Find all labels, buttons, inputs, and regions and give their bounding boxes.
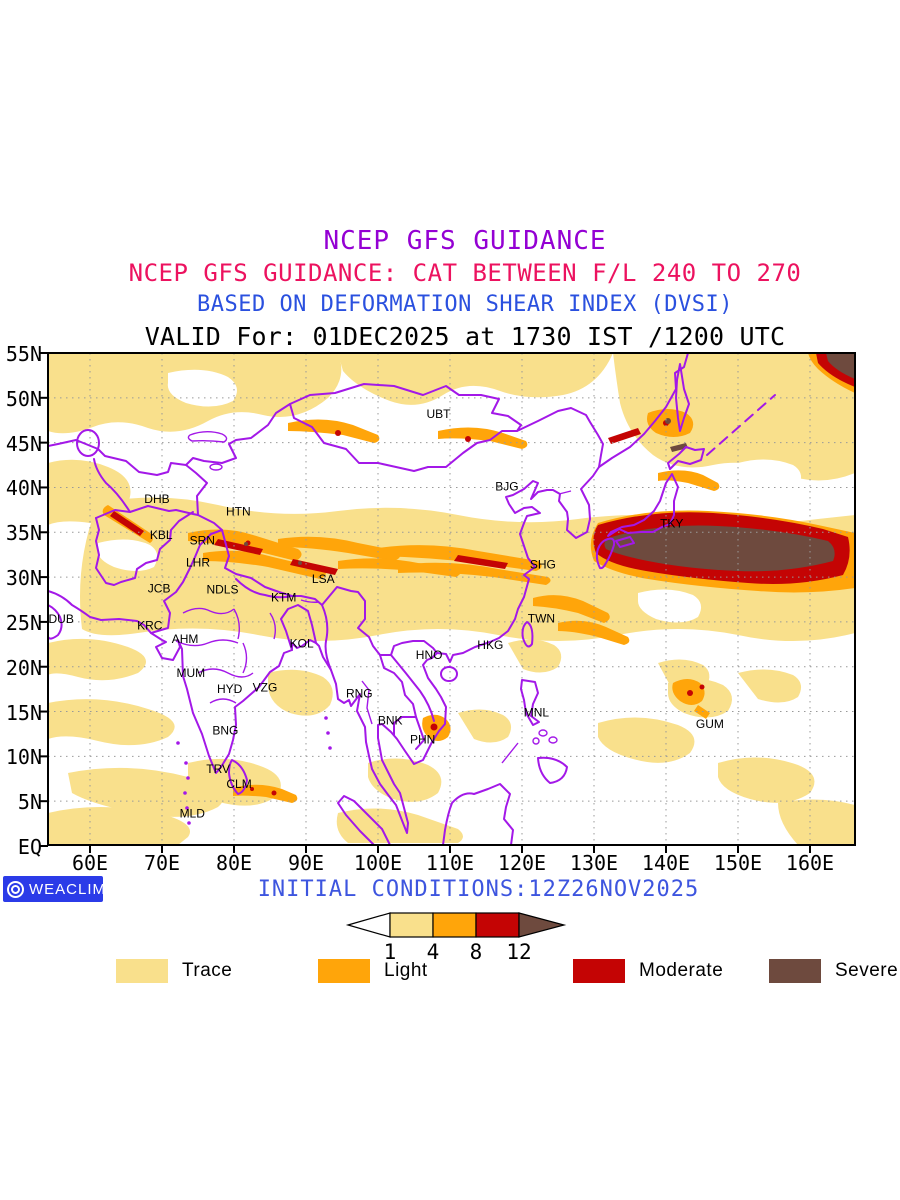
copyright-circle-icon <box>7 881 24 898</box>
legend-swatch <box>769 959 821 983</box>
legend-item-trace: Trace <box>116 959 232 983</box>
y-axis-label: 35N <box>0 521 42 543</box>
colorbar-segment <box>476 913 519 937</box>
legend-swatch <box>573 959 625 983</box>
station-label: NDLS <box>206 583 238 597</box>
initial-conditions-text: INITIAL CONDITIONS:12Z26NOV2025 <box>56 877 900 902</box>
x-axis-label: 130E <box>564 851 624 875</box>
title-method: BASED ON DEFORMATION SHEAR INDEX (DVSI) <box>30 292 900 317</box>
turbulence-chart-page: NCEP GFS GUIDANCE NCEP GFS GUIDANCE: CAT… <box>0 0 900 1200</box>
y-axis-label: 55N <box>0 342 42 364</box>
map-canvas: DHB HTN KBL SRN LHR JCB NDLS KTM LSA DUB KRC AHM KOL… <box>38 343 863 858</box>
station-label: HNO <box>416 648 443 662</box>
legend-label: Light <box>384 960 428 982</box>
colorbar-right-arrow <box>519 913 564 937</box>
x-axis-label: 120E <box>492 851 552 875</box>
x-axis-label: 140E <box>636 851 696 875</box>
colorbar-segment <box>390 913 433 937</box>
x-axis-label: 150E <box>708 851 768 875</box>
station-label: PHN <box>410 732 435 746</box>
contour-fills <box>48 353 855 845</box>
x-axis-label: 70E <box>132 851 192 875</box>
station-label: HTN <box>226 505 251 519</box>
station-label: KBL <box>150 528 173 542</box>
colorbar <box>340 908 570 942</box>
station-label: JCB <box>148 582 171 596</box>
station-label: TRV <box>206 762 230 776</box>
station-label: VZG <box>253 680 278 694</box>
legend-swatch <box>318 959 370 983</box>
y-axis-label: 30N <box>0 566 42 588</box>
title-product: NCEP GFS GUIDANCE: CAT BETWEEN F/L 240 T… <box>30 259 900 287</box>
x-axis-label: 160E <box>780 851 840 875</box>
station-label: RNG <box>346 687 373 701</box>
x-axis-label: 100E <box>348 851 408 875</box>
x-axis-label: 110E <box>420 851 480 875</box>
station-label: UBT <box>426 407 451 421</box>
station-label: MLD <box>180 807 206 821</box>
station-label: DUB <box>49 612 74 626</box>
legend-label: Severe <box>835 960 898 982</box>
station-label: HYD <box>217 682 243 696</box>
x-axis-label: 90E <box>276 851 336 875</box>
station-label: BNK <box>378 714 403 728</box>
y-axis-label: 5N <box>0 790 42 812</box>
station-label: GUM <box>696 717 724 731</box>
station-label: MNL <box>524 705 550 719</box>
legend-label: Moderate <box>639 960 723 982</box>
title-model: NCEP GFS GUIDANCE <box>30 226 900 256</box>
y-axis-label: 50N <box>0 387 42 409</box>
y-axis-label: 10N <box>0 745 42 767</box>
legend-item-moderate: Moderate <box>573 959 723 983</box>
station-label: BNG <box>212 723 238 737</box>
legend-swatch <box>116 959 168 983</box>
station-label: LHR <box>186 556 210 570</box>
legend-item-severe: Severe <box>769 959 898 983</box>
station-label: SHG <box>530 558 556 572</box>
station-label: MUM <box>176 666 205 680</box>
colorbar-left-arrow <box>348 913 390 937</box>
station-label: HKG <box>477 638 503 652</box>
station-label: AHM <box>172 632 199 646</box>
y-axis-label: 15N <box>0 701 42 723</box>
station-label: TKY <box>660 516 683 530</box>
colorbar-segment <box>433 913 476 937</box>
station-label: LSA <box>312 572 335 586</box>
colorbar-tick-label: 8 <box>456 940 496 964</box>
y-axis-label: 25N <box>0 611 42 633</box>
station-label: DHB <box>144 492 169 506</box>
x-axis-label: 60E <box>60 851 120 875</box>
station-label: TWN <box>528 611 555 625</box>
colorbar-tick-label: 12 <box>499 940 539 964</box>
station-label: KOL <box>290 636 314 650</box>
y-axis-label: 45N <box>0 432 42 454</box>
y-axis-label: 20N <box>0 656 42 678</box>
station-label: KRC <box>137 618 163 632</box>
y-axis-label: EQ <box>0 835 42 857</box>
station-label: CLM <box>226 777 251 791</box>
station-label: BJG <box>495 480 518 494</box>
station-label: KTM <box>271 591 296 605</box>
x-axis-label: 80E <box>204 851 264 875</box>
y-axis-label: 40N <box>0 476 42 498</box>
legend-label: Trace <box>182 960 232 982</box>
station-label: SRN <box>190 533 215 547</box>
legend-item-light: Light <box>318 959 428 983</box>
